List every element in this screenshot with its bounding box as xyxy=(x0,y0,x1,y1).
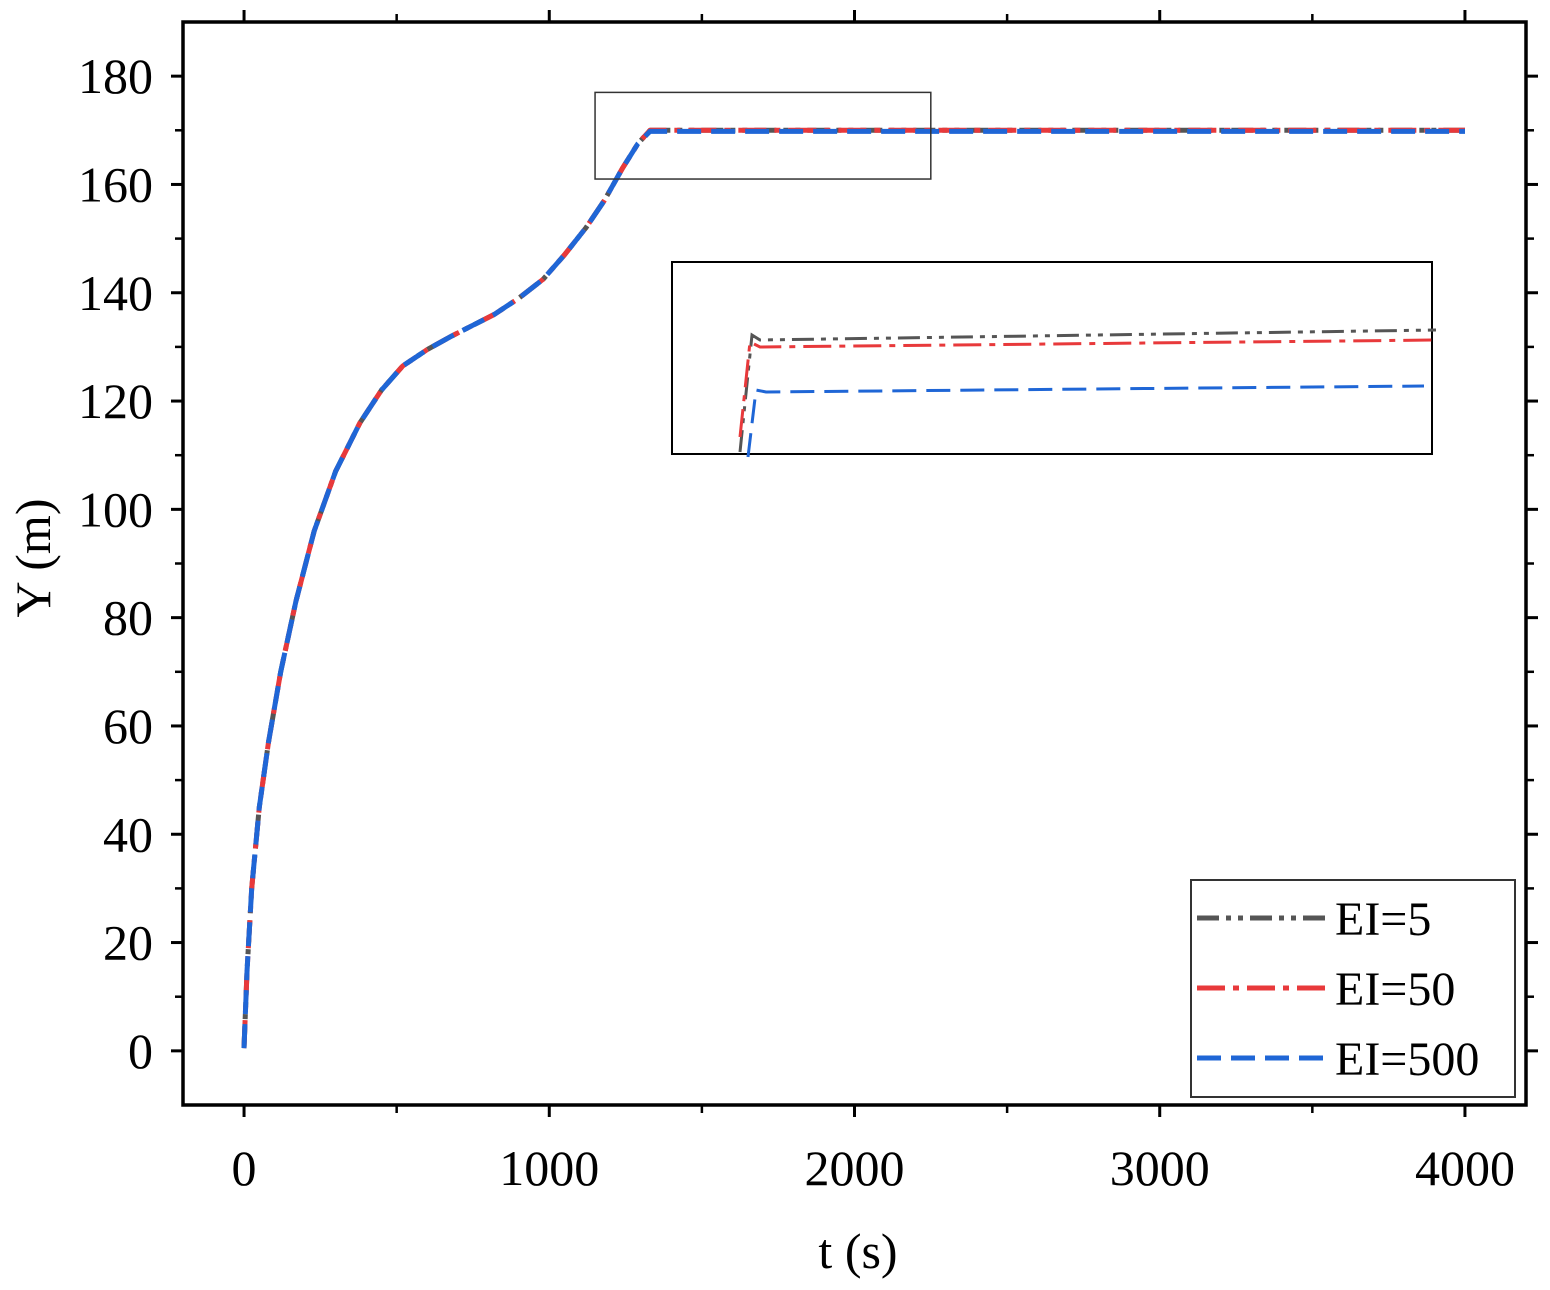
legend: EI=5 EI=50 EI=500 xyxy=(1190,879,1516,1098)
legend-label-2: EI=500 xyxy=(1335,1033,1479,1086)
y-tick-label: 180 xyxy=(78,48,153,104)
x-axis-title: t (s) xyxy=(818,1223,897,1279)
series-layer xyxy=(241,127,1465,1049)
x-tick-label: 3000 xyxy=(1110,1140,1210,1196)
inset-frame xyxy=(671,261,1433,455)
x-tick-label: 4000 xyxy=(1415,1140,1515,1196)
tick-labels: 0 1000 2000 3000 4000 0 20 40 60 80 100 120 140 160 18… xyxy=(78,48,1515,1196)
x-tick-label: 1000 xyxy=(499,1140,599,1196)
zoom-region-box xyxy=(594,91,932,180)
inset-series-line-1 xyxy=(738,338,1437,438)
x-tick-label: 0 xyxy=(232,1140,257,1196)
y-axis-title: Y (m) xyxy=(5,499,61,618)
inset-series-line-0 xyxy=(738,328,1437,453)
zoom-layer xyxy=(594,91,1437,458)
y-tick-label: 0 xyxy=(128,1023,153,1079)
y-tick-label: 20 xyxy=(103,915,153,971)
y-tick-label: 160 xyxy=(78,156,153,212)
series-line-2 xyxy=(241,128,1465,1049)
y-tick-label: 80 xyxy=(103,590,153,646)
axes-layer xyxy=(171,10,1538,1117)
legend-label-0: EI=5 xyxy=(1335,893,1431,946)
legend-label-1: EI=50 xyxy=(1335,963,1455,1016)
y-tick-label: 40 xyxy=(103,806,153,862)
legend-box xyxy=(1190,879,1516,1098)
y-tick-label: 120 xyxy=(78,373,153,429)
y-tick-label: 140 xyxy=(78,265,153,321)
inset-series-line-2 xyxy=(746,384,1425,458)
y-tick-label: 60 xyxy=(103,698,153,754)
y-tick-label: 100 xyxy=(78,481,153,537)
x-tick-label: 2000 xyxy=(805,1140,905,1196)
